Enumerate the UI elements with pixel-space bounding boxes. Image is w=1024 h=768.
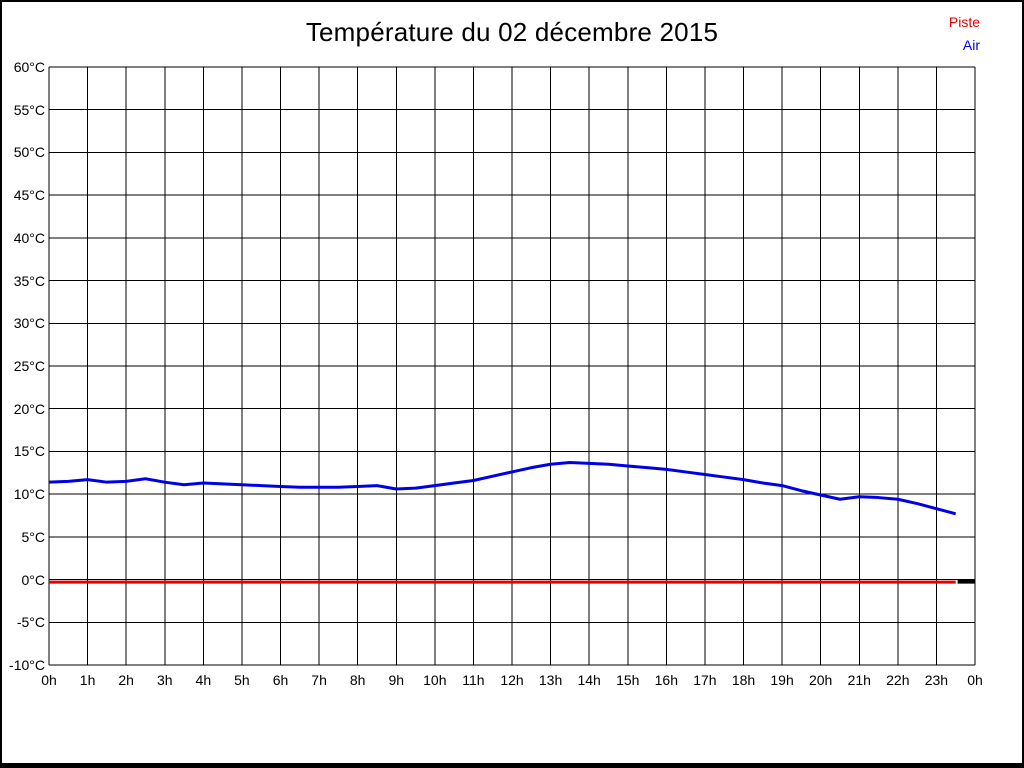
x-axis-tick-label: 14h — [577, 672, 601, 688]
y-axis-tick-label: -5°C — [16, 614, 45, 631]
chart-title: Température du 02 décembre 2015 — [305, 17, 719, 47]
x-axis-tick-label: 7h — [311, 672, 327, 688]
x-axis-tick-label: 5h — [234, 672, 250, 688]
x-axis-tick-label: 10h — [423, 672, 447, 688]
legend: Piste Air — [949, 11, 980, 57]
x-axis-tick-label: 17h — [693, 672, 717, 688]
y-axis-tick-label: 15°C — [13, 443, 45, 460]
air-line — [48, 461, 957, 516]
x-axis-tick-label: 2h — [118, 672, 134, 688]
x-axis-tick-label: 21h — [847, 672, 871, 688]
x-axis-tick-label: 20h — [808, 672, 833, 688]
y-axis-tick-label: 25°C — [13, 358, 45, 374]
y-axis-tick-label: 60°C — [13, 59, 45, 75]
x-axis-tick-label: 12h — [500, 672, 524, 688]
x-axis-tick-label: 1h — [79, 672, 96, 688]
y-axis-tick-label: 5°C — [21, 528, 46, 545]
y-axis-tick-label: 45°C — [13, 187, 45, 204]
x-axis-tick-label: 16h — [654, 672, 678, 688]
x-axis-tick-label: 18h — [731, 672, 756, 688]
legend-item-piste: Piste — [948, 14, 980, 30]
y-axis-tick-label: 0°C — [21, 571, 46, 588]
y-axis-tick-label: 50°C — [13, 144, 45, 161]
y-axis-tick-label: 40°C — [13, 229, 45, 246]
y-axis-tick-label: 10°C — [13, 486, 45, 503]
x-axis-tick-label: 4h — [195, 672, 212, 688]
x-axis-tick-label: 15h — [616, 672, 640, 688]
x-axis-tick-label: 0h — [41, 672, 57, 688]
x-axis-tick-label: 19h — [770, 672, 794, 688]
x-axis-tick-label: 0h — [967, 672, 983, 688]
x-axis-tick-label: 3h — [156, 672, 173, 688]
x-axis-tick-label: 11h — [462, 672, 485, 688]
x-axis-tick-label: 8h — [349, 672, 366, 688]
x-axis-tick-label: 9h — [388, 672, 405, 688]
y-axis-tick-label: -10°C — [9, 657, 45, 673]
x-axis-tick-label: 13h — [538, 672, 563, 688]
y-axis-tick-label: 35°C — [13, 272, 45, 289]
y-axis-tick-label: 55°C — [13, 101, 45, 118]
legend-item-air: Air — [962, 37, 980, 53]
y-axis-tick-label: 20°C — [13, 400, 45, 417]
x-axis-tick-label: 22h — [886, 672, 910, 688]
x-axis-tick-label: 6h — [272, 672, 289, 688]
y-axis-tick-label: 30°C — [13, 315, 45, 332]
x-axis-tick-label: 23h — [924, 672, 949, 688]
